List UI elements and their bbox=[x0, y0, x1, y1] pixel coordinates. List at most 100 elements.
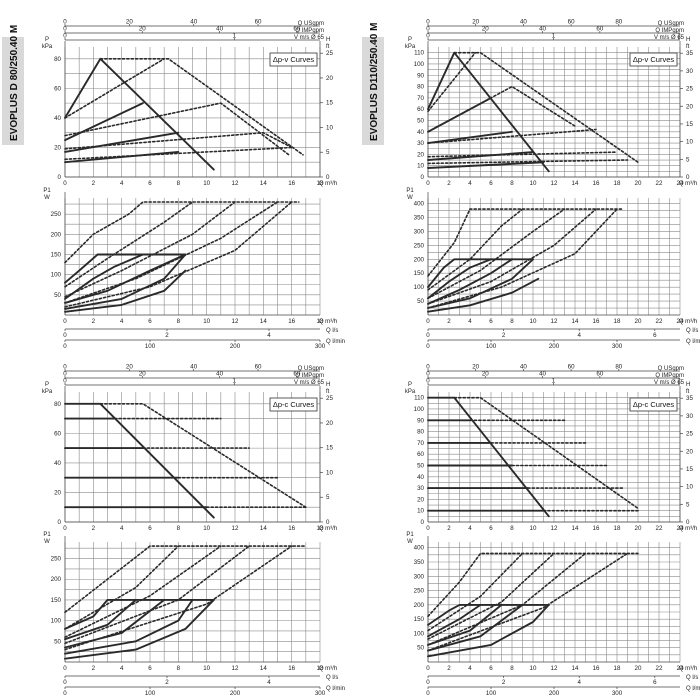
legend-box bbox=[269, 397, 318, 412]
y-tick-label: 100 bbox=[414, 630, 425, 637]
bottom-axis-label: Q l/s bbox=[326, 675, 338, 681]
solid-curve bbox=[64, 269, 187, 313]
dotted-curve bbox=[427, 85, 576, 133]
top-tick-label: 20 bbox=[482, 26, 489, 33]
bottom-tick-label: 200 bbox=[549, 690, 560, 697]
y-tick-label: 0 bbox=[421, 174, 425, 181]
solid-curve bbox=[64, 253, 144, 300]
dotted-curve bbox=[99, 403, 307, 508]
x-tick-label: 6 bbox=[148, 665, 152, 672]
y-axis-label: P bbox=[408, 37, 412, 43]
solid-curve bbox=[427, 603, 482, 638]
legend-label: Δp-v Curves bbox=[633, 55, 675, 64]
sidebar-right-bg bbox=[362, 37, 384, 145]
y2-axis-label: ft bbox=[326, 389, 330, 395]
y2-tick-label: 5 bbox=[326, 494, 330, 501]
bottom-tick-label: 0 bbox=[63, 343, 67, 350]
top-axis-label: Q IMPgpm bbox=[295, 28, 324, 34]
dotted-curve bbox=[64, 102, 290, 156]
top-tick-label: 20 bbox=[472, 364, 479, 371]
y2-tick-label: 5 bbox=[686, 501, 690, 508]
x-tick-label: 14 bbox=[260, 665, 267, 672]
dotted-curve bbox=[64, 201, 300, 264]
y-axis-label: P bbox=[45, 382, 49, 388]
x-tick-label: 12 bbox=[232, 318, 239, 325]
solid-curve bbox=[427, 277, 540, 313]
solid-curve bbox=[64, 131, 180, 153]
legend-box bbox=[629, 52, 678, 67]
bottom-tick-label: 4 bbox=[577, 679, 581, 686]
bottom-tick-label: 2 bbox=[165, 679, 169, 686]
top-tick-label: 2 bbox=[677, 378, 681, 385]
top-tick-label: 80 bbox=[615, 364, 622, 371]
y-tick-label: 0 bbox=[58, 174, 62, 181]
y-tick-label: 90 bbox=[417, 72, 424, 79]
top-axis-label: Q IMPgpm bbox=[295, 373, 324, 379]
x-tick-label: 2 bbox=[447, 665, 451, 672]
chart-d110-p1c: 0 2 4 6 8 10 12 14 16 18 20 22 245010015020025030035… bbox=[406, 532, 700, 697]
x-tick-label: 6 bbox=[489, 525, 493, 532]
chart-d80-p1v: 0 2 4 6 8 10 12 14 16 18 50 100 150 200 250 Q m³/h P1W 0 2… bbox=[43, 188, 345, 350]
x-tick-label: 14 bbox=[572, 665, 579, 672]
top-tick-label: 60 bbox=[596, 371, 603, 378]
top-axis-label: V m/s Ø 65 bbox=[654, 380, 685, 386]
y-tick-label: 100 bbox=[414, 406, 425, 413]
x-unit-label: Q m³/h bbox=[679, 181, 697, 187]
y2-tick-label: 10 bbox=[686, 484, 693, 491]
dotted-curve bbox=[64, 545, 307, 614]
bottom-tick-label: 0 bbox=[426, 332, 430, 339]
x-unit-label: Q m³/h bbox=[319, 666, 337, 672]
y-tick-label: 100 bbox=[414, 284, 425, 291]
x-tick-label: 6 bbox=[489, 180, 493, 187]
y-axis-label: P1 bbox=[43, 532, 51, 538]
solid-curve bbox=[427, 603, 550, 626]
x-tick-label: 16 bbox=[288, 180, 295, 187]
y-tick-label: 100 bbox=[51, 272, 62, 279]
top-axis-label: V m/s Ø 65 bbox=[654, 35, 685, 41]
dotted-curve bbox=[64, 545, 250, 645]
x-tick-label: 2 bbox=[447, 180, 451, 187]
y-tick-label: 30 bbox=[417, 485, 424, 492]
x-tick-label: 12 bbox=[232, 525, 239, 532]
top-tick-label: 20 bbox=[139, 26, 146, 33]
bottom-tick-label: 0 bbox=[63, 679, 67, 686]
x-tick-label: 16 bbox=[593, 180, 600, 187]
bottom-tick-label: 0 bbox=[63, 332, 67, 339]
top-tick-label: 60 bbox=[568, 364, 575, 371]
dotted-curve bbox=[427, 128, 597, 144]
dotted-curve bbox=[427, 552, 587, 646]
y2-tick-label: 25 bbox=[326, 395, 333, 402]
dotted-curve bbox=[64, 58, 165, 119]
dotted-curve bbox=[427, 552, 639, 618]
dotted-curve bbox=[427, 151, 618, 158]
x-tick-label: 22 bbox=[656, 318, 663, 325]
y2-tick-label: 20 bbox=[326, 420, 333, 427]
dotted-curve bbox=[427, 552, 555, 640]
x-tick-label: 20 bbox=[635, 180, 642, 187]
x-tick-label: 8 bbox=[510, 665, 514, 672]
dotted-curve bbox=[64, 201, 236, 298]
top-axis-label: V m/s Ø 65 bbox=[294, 380, 325, 386]
top-tick-label: 60 bbox=[596, 26, 603, 33]
y-tick-label: 10 bbox=[417, 163, 424, 170]
bottom-tick-label: 4 bbox=[267, 679, 271, 686]
y-tick-label: 350 bbox=[414, 215, 425, 222]
x-tick-label: 8 bbox=[177, 318, 181, 325]
y-tick-label: 100 bbox=[414, 61, 425, 68]
x-tick-label: 18 bbox=[317, 665, 324, 672]
y-tick-label: 80 bbox=[54, 401, 61, 408]
top-tick-label: 0 bbox=[63, 371, 67, 378]
x-tick-label: 10 bbox=[203, 180, 210, 187]
x-tick-label: 16 bbox=[288, 318, 295, 325]
top-tick-label: 0 bbox=[426, 26, 430, 33]
y2-axis-label: H bbox=[686, 382, 690, 388]
y2-axis-label: H bbox=[326, 37, 330, 43]
top-tick-label: 0 bbox=[63, 378, 67, 385]
y-tick-label: 150 bbox=[414, 616, 425, 623]
legend-label: Δp-c Curves bbox=[273, 400, 315, 409]
y2-tick-label: 20 bbox=[686, 103, 693, 110]
top-tick-label: 60 bbox=[255, 19, 262, 26]
y-axis-label: W bbox=[407, 195, 413, 201]
